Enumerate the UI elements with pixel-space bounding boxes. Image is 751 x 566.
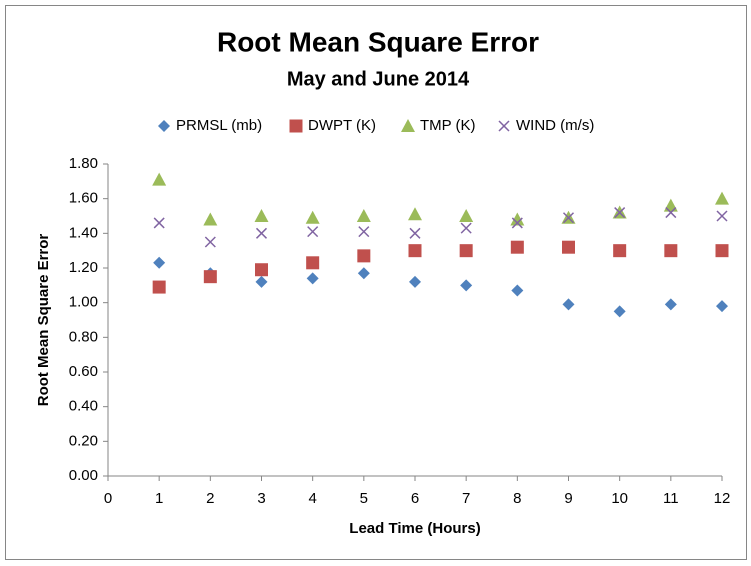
data-point bbox=[510, 240, 524, 254]
data-point bbox=[356, 209, 371, 222]
data-point bbox=[562, 240, 575, 254]
x-tick-label: 1 bbox=[155, 490, 163, 507]
data-point bbox=[614, 207, 626, 219]
x-tick-label: 9 bbox=[564, 490, 572, 507]
data-point bbox=[715, 191, 729, 205]
data-point bbox=[510, 212, 525, 226]
data-point bbox=[716, 210, 728, 222]
data-point bbox=[511, 217, 523, 229]
legend-label: TMP (K) bbox=[420, 117, 476, 134]
data-point bbox=[664, 244, 678, 258]
y-tick-label: 0.60 bbox=[69, 363, 98, 380]
legend-marker bbox=[289, 119, 303, 133]
data-point bbox=[408, 244, 422, 258]
data-point bbox=[460, 222, 472, 234]
data-point bbox=[562, 298, 575, 311]
x-tick-label: 6 bbox=[411, 490, 419, 507]
y-axis-label: Root Mean Square Error bbox=[35, 234, 52, 407]
data-point bbox=[357, 267, 370, 280]
chart-title: Root Mean Square Error bbox=[217, 26, 539, 57]
x-axis-label: Lead Time (Hours) bbox=[349, 520, 480, 537]
data-point bbox=[408, 207, 422, 221]
legend-label: PRMSL (mb) bbox=[176, 117, 262, 134]
data-point bbox=[152, 280, 166, 294]
y-tick-label: 0.00 bbox=[69, 467, 98, 484]
data-point bbox=[460, 279, 473, 292]
data-point bbox=[459, 244, 473, 258]
y-tick-label: 1.80 bbox=[69, 155, 98, 172]
x-tick-label: 5 bbox=[360, 490, 368, 507]
data-point bbox=[562, 212, 575, 224]
x-tick-label: 4 bbox=[308, 490, 316, 507]
x-tick-label: 10 bbox=[611, 490, 628, 507]
data-point bbox=[255, 263, 268, 277]
data-point bbox=[409, 275, 421, 288]
chart-border bbox=[5, 5, 747, 560]
x-tick-label: 2 bbox=[206, 490, 214, 507]
data-point bbox=[255, 227, 268, 239]
data-point bbox=[511, 284, 524, 297]
chart-subtitle: May and June 2014 bbox=[287, 68, 470, 90]
data-point bbox=[613, 244, 627, 258]
y-tick-label: 0.80 bbox=[69, 328, 98, 345]
data-point bbox=[152, 172, 167, 186]
x-tick-label: 3 bbox=[257, 490, 265, 507]
data-point bbox=[358, 226, 370, 238]
data-point bbox=[203, 212, 218, 226]
data-point bbox=[305, 210, 320, 224]
legend-label: WIND (m/s) bbox=[516, 117, 594, 134]
data-point bbox=[409, 227, 421, 239]
y-tick-label: 1.60 bbox=[69, 190, 98, 207]
legend-marker bbox=[158, 120, 170, 132]
data-point bbox=[715, 244, 729, 258]
legend-marker bbox=[498, 120, 510, 132]
y-tick-label: 0.40 bbox=[69, 398, 98, 415]
x-tick-label: 8 bbox=[513, 490, 521, 507]
y-tick-label: 1.00 bbox=[69, 294, 98, 311]
data-point bbox=[307, 226, 319, 238]
data-point bbox=[357, 249, 371, 263]
data-point bbox=[716, 300, 728, 313]
y-tick-label: 0.20 bbox=[69, 432, 98, 449]
legend-marker bbox=[401, 119, 415, 132]
data-point bbox=[664, 298, 677, 311]
data-point bbox=[665, 207, 677, 219]
data-point bbox=[153, 256, 166, 269]
y-tick-label: 1.40 bbox=[69, 224, 98, 241]
data-point bbox=[254, 209, 269, 222]
data-point bbox=[459, 209, 474, 222]
data-point bbox=[613, 305, 626, 318]
data-point bbox=[306, 272, 319, 285]
data-point bbox=[306, 256, 320, 270]
legend-label: DWPT (K) bbox=[308, 117, 376, 134]
data-point bbox=[204, 236, 216, 248]
data-point bbox=[255, 275, 268, 288]
x-tick-label: 0 bbox=[104, 490, 112, 507]
data-point bbox=[153, 217, 165, 229]
x-tick-label: 7 bbox=[462, 490, 470, 507]
data-point bbox=[203, 270, 217, 284]
y-tick-label: 1.20 bbox=[69, 259, 98, 276]
x-tick-label: 11 bbox=[663, 490, 679, 507]
x-tick-label: 12 bbox=[714, 490, 731, 507]
